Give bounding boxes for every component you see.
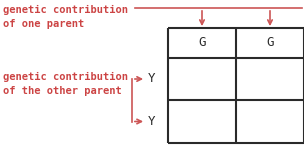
Text: Y: Y [148, 115, 156, 128]
Text: genetic contribution
of one parent: genetic contribution of one parent [3, 5, 128, 29]
Text: Y: Y [148, 73, 156, 86]
Text: genetic contribution
of the other parent: genetic contribution of the other parent [3, 72, 128, 96]
Text: G: G [198, 37, 206, 49]
Text: G: G [266, 37, 274, 49]
